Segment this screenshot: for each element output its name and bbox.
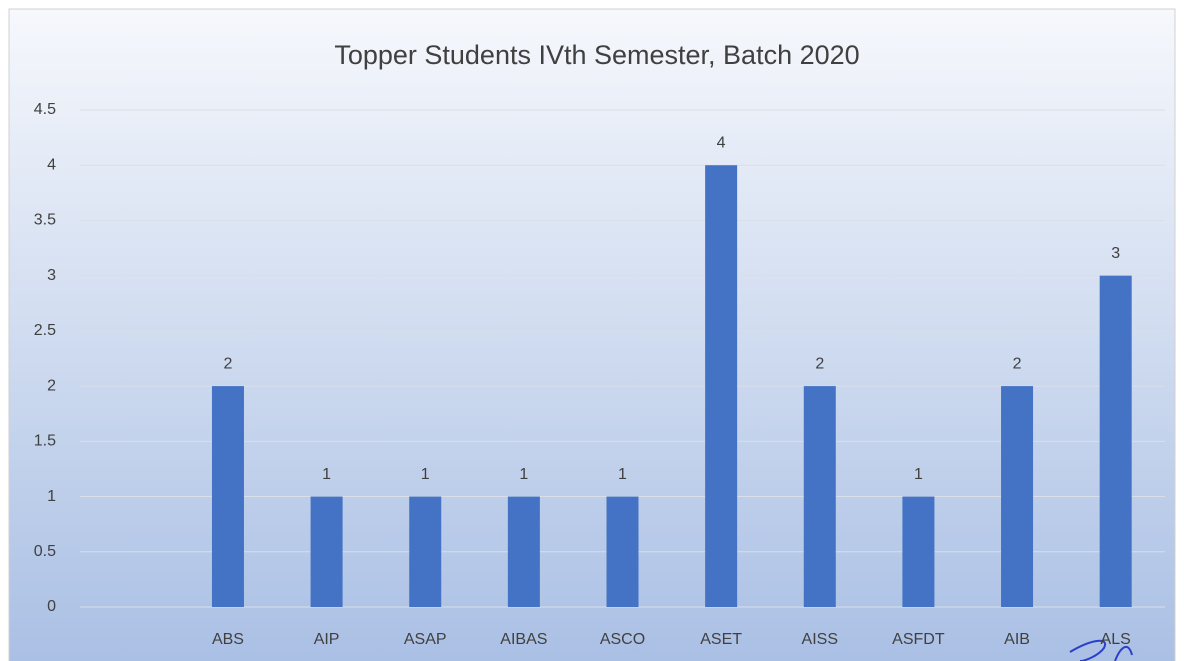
y-tick-label: 0.5 <box>34 543 56 560</box>
data-label: 2 <box>815 355 824 372</box>
data-label: 4 <box>717 134 726 151</box>
x-tick-label: ASET <box>700 631 742 648</box>
y-tick-label: 3 <box>47 267 56 284</box>
data-label: 2 <box>224 355 233 372</box>
y-tick-label: 2.5 <box>34 322 56 339</box>
x-tick-label: ASFDT <box>892 631 945 648</box>
bar <box>606 496 639 607</box>
bar <box>507 496 540 607</box>
x-tick-label: AIB <box>1004 631 1030 648</box>
bar <box>1099 275 1132 607</box>
chart-title: Topper Students IVth Semester, Batch 202… <box>334 40 859 70</box>
y-tick-label: 4.5 <box>34 101 56 118</box>
bar <box>705 165 738 607</box>
data-label: 3 <box>1111 245 1120 262</box>
bar <box>803 386 836 607</box>
data-label: 1 <box>618 466 627 483</box>
bar <box>211 386 244 607</box>
data-label: 1 <box>322 466 331 483</box>
y-tick-label: 2 <box>47 377 56 394</box>
data-label: 1 <box>421 466 430 483</box>
y-tick-label: 3.5 <box>34 212 56 229</box>
y-tick-label: 1.5 <box>34 433 56 450</box>
x-tick-label: ASCO <box>600 631 645 648</box>
y-tick-label: 0 <box>47 598 56 615</box>
y-tick-label: 1 <box>47 488 56 505</box>
x-tick-label: ASAP <box>404 631 447 648</box>
signature <box>1069 639 1133 661</box>
bar <box>902 496 935 607</box>
data-label: 2 <box>1013 355 1022 372</box>
bar <box>409 496 442 607</box>
x-tick-label: AISS <box>802 631 838 648</box>
x-tick-label: ALS <box>1101 631 1131 648</box>
x-tick-label: AIBAS <box>500 631 547 648</box>
chart-area <box>8 8 1176 661</box>
bar <box>310 496 343 607</box>
y-tick-label: 4 <box>47 156 56 173</box>
x-tick-label: AIP <box>314 631 340 648</box>
x-tick-label: ABS <box>212 631 244 648</box>
bar <box>1001 386 1034 607</box>
data-label: 1 <box>914 466 923 483</box>
data-label: 1 <box>519 466 528 483</box>
